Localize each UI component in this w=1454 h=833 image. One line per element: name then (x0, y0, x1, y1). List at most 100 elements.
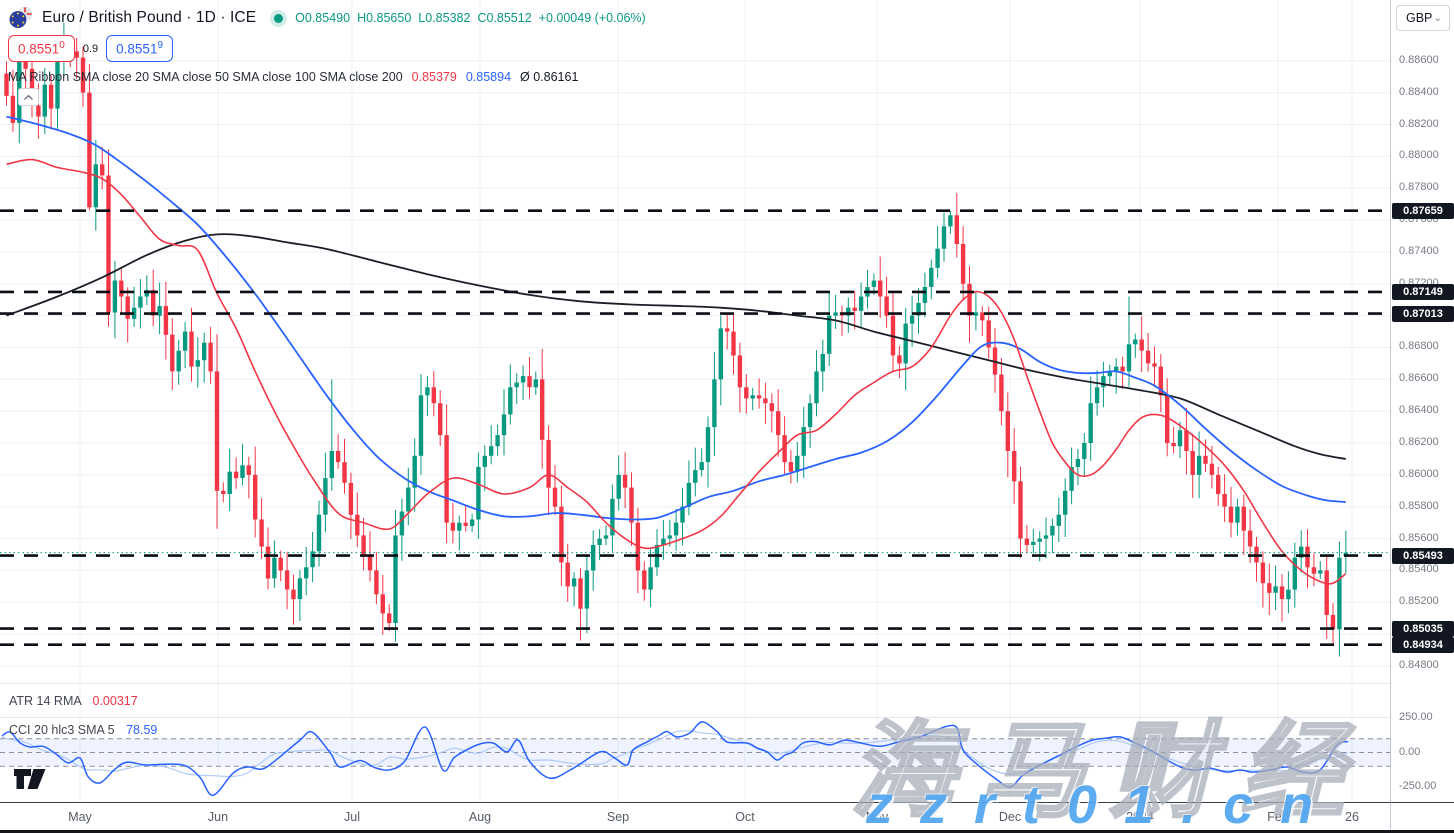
price-tick-label: 0.87800 (1399, 181, 1439, 193)
candle-body (884, 296, 889, 316)
candle-body (431, 387, 436, 404)
candle-body (967, 283, 972, 316)
candle-body (1005, 411, 1010, 451)
price-level-label: 0.87013 (1392, 306, 1454, 322)
time-axis-label: Oct (735, 810, 755, 824)
candle-body (1101, 376, 1106, 388)
candle-body (374, 570, 379, 595)
candle-body (1228, 506, 1234, 523)
cci-label: CCI 20 hlc3 SMA 5 (9, 723, 115, 737)
candle-body (48, 84, 54, 109)
candle-body (1133, 339, 1138, 345)
candle-body (973, 312, 979, 316)
candle-body (827, 315, 832, 354)
candle-body (106, 175, 111, 313)
candle-body (833, 312, 838, 316)
candle-body (393, 535, 398, 623)
time-axis-label: Jun (207, 810, 229, 824)
time-axis[interactable]: May Jun Jul Aug Sep Oct Nov Dec 2024 Feb 26 (0, 802, 1390, 830)
gridlines (0, 0, 1390, 801)
price-level-label: 0.85035 (1392, 621, 1454, 637)
candle-body (750, 395, 755, 399)
candle-body (489, 446, 494, 456)
time-axis-label: 26 (1345, 810, 1359, 824)
candle-body (214, 371, 220, 491)
candle-body (42, 84, 47, 117)
candle-body (233, 471, 239, 479)
candle-body (546, 439, 551, 488)
candle-body (1126, 344, 1132, 372)
candles-layer (4, 22, 1348, 657)
candle-body (960, 244, 966, 284)
candle-body (412, 455, 417, 488)
candle-body (1056, 514, 1061, 526)
candle-body (591, 545, 596, 571)
candle-body (648, 567, 653, 590)
candle-body (508, 387, 513, 415)
candle-body (1273, 586, 1278, 593)
candle-body (10, 95, 16, 123)
cci-indicator-legend[interactable]: CCI 20 hlc3 SMA 5 78.59 (9, 723, 157, 737)
price-chart-canvas[interactable] (0, 0, 1390, 802)
candle-body (578, 578, 583, 609)
moving-averages-layer (6, 115, 1347, 585)
candle-body (871, 280, 877, 287)
price-levels-layer[interactable] (0, 209, 1390, 647)
candle-body (1088, 403, 1093, 443)
candle-body (801, 427, 806, 456)
collapse-pane-button[interactable] (18, 88, 39, 106)
price-tick-label: 0.86200 (1399, 436, 1439, 448)
candle-body (776, 411, 781, 436)
candle-body (291, 589, 296, 600)
candle-body (387, 613, 392, 623)
candle-body (221, 490, 226, 494)
price-axis[interactable]: GBP ⌄ 0.88600 0.88400 0.88200 0.88000 0.8780… (1390, 0, 1454, 833)
candle-body (1012, 451, 1017, 482)
atr-indicator-legend[interactable]: ATR 14 RMA 0.00317 (9, 694, 138, 708)
candle-body (227, 471, 232, 494)
candle-body (151, 290, 156, 316)
symbol-title[interactable]: Euro / British Pound · 1D · ICE (42, 9, 257, 26)
candle-body (559, 506, 564, 563)
candle-body (552, 487, 558, 507)
pane-separator[interactable] (0, 683, 1454, 684)
candle-body (1203, 455, 1208, 464)
pane-separator[interactable] (0, 717, 1454, 718)
candle-body (469, 519, 475, 526)
candle-body (284, 570, 290, 590)
candle-body (100, 164, 105, 176)
candle-body (1184, 430, 1189, 451)
candle-body (622, 474, 628, 488)
sell-price-button[interactable]: 0.85510 (8, 35, 75, 62)
candle-body (1145, 350, 1151, 364)
currency-selector-button[interactable]: GBP ⌄ (1396, 5, 1450, 31)
candle-body (1330, 615, 1336, 630)
candle-body (1267, 583, 1272, 593)
sma50-value: 0.85894 (465, 70, 512, 84)
cci-line (1, 721, 1349, 797)
candle-body (1305, 546, 1310, 568)
candle-body (4, 73, 9, 96)
cci-pane-layer (0, 721, 1390, 797)
candle-body (814, 371, 819, 404)
candle-body (457, 522, 462, 531)
candle-body (642, 570, 647, 590)
price-tick-label: 0.86000 (1399, 468, 1439, 480)
candle-body (954, 215, 959, 244)
price-tick-label: 0.85400 (1399, 563, 1439, 575)
candle-body (1094, 387, 1100, 404)
candle-body (182, 331, 188, 351)
ma-ribbon-legend[interactable]: MA Ribbon SMA close 20 SMA close 50 SMA … (8, 70, 646, 84)
price-tick-label: 0.88600 (1399, 54, 1439, 66)
candle-body (1031, 541, 1036, 545)
ohlc-high: H0.85650 (357, 11, 412, 25)
candle-body (74, 51, 79, 58)
buy-price-button[interactable]: 0.85519 (106, 35, 174, 62)
candle-body (846, 307, 851, 316)
candle-body (903, 323, 908, 364)
market-status-icon[interactable] (274, 13, 284, 23)
candle-body (29, 68, 35, 106)
atr-value: 0.00317 (92, 694, 138, 708)
candle-body (929, 267, 934, 287)
candle-body (763, 398, 768, 404)
